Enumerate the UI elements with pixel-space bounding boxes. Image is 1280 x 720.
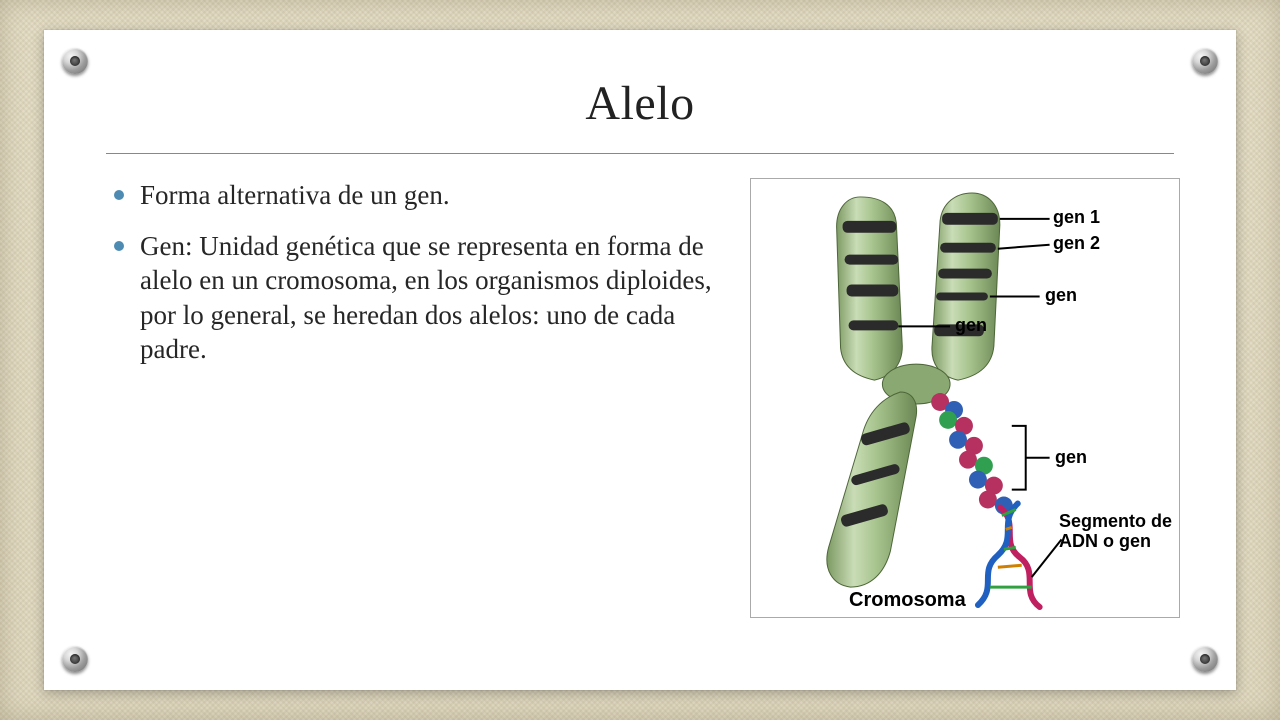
bullet-list: Forma alternativa de un gen. Gen: Unidad… — [100, 178, 728, 383]
bullet-text: Forma alternativa de un gen. — [140, 180, 450, 210]
label-segment-2: ADN o gen — [1059, 531, 1151, 552]
label-gen-mid: gen — [1055, 447, 1087, 468]
grommet-icon — [62, 48, 88, 74]
grommet-icon — [1192, 646, 1218, 672]
title-divider — [106, 153, 1174, 154]
label-segment-1: Segmento de — [1059, 511, 1172, 532]
grommet-icon — [1192, 48, 1218, 74]
label-gen-top: gen — [1045, 285, 1077, 306]
label-gen-arm: gen — [955, 315, 987, 336]
dna-helix — [978, 504, 1040, 608]
chromosome-figure: gen 1 gen 2 gen gen gen Segmento de ADN … — [750, 178, 1180, 618]
content-row: Forma alternativa de un gen. Gen: Unidad… — [100, 178, 1180, 618]
bullet-item: Gen: Unidad genética que se representa e… — [114, 229, 728, 367]
label-gen2: gen 2 — [1053, 233, 1100, 254]
label-gen1: gen 1 — [1053, 207, 1100, 228]
bullet-item: Forma alternativa de un gen. — [114, 178, 728, 213]
slide-paper: Alelo Forma alternativa de un gen. Gen: … — [44, 30, 1236, 690]
label-cromosoma: Cromosoma — [849, 589, 966, 612]
slide-title: Alelo — [100, 76, 1180, 131]
grommet-icon — [62, 646, 88, 672]
bullet-text: Gen: Unidad genética que se representa e… — [140, 231, 712, 365]
